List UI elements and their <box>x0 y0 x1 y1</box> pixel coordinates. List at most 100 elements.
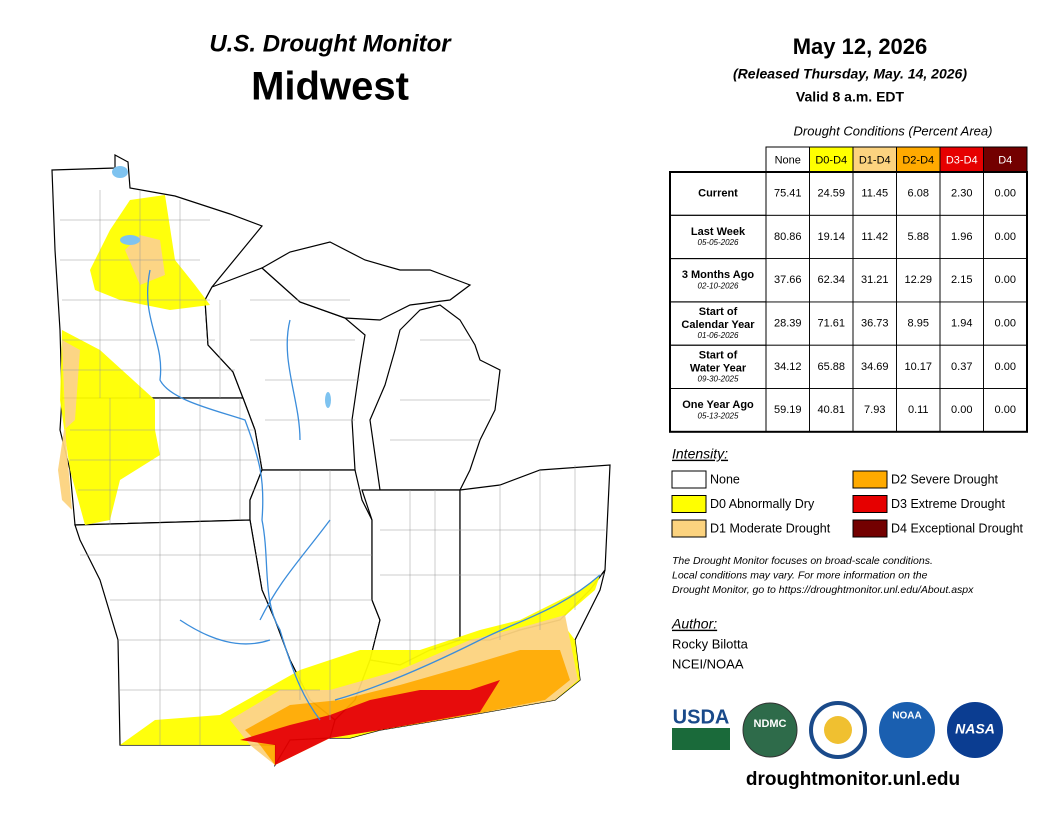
logo-usda: USDA <box>673 706 730 728</box>
legend-swatch <box>852 470 888 489</box>
author-title: Author: <box>671 616 717 632</box>
row-label: Start of <box>699 349 738 361</box>
logo-doc <box>824 716 852 744</box>
d3-area <box>240 680 500 765</box>
rivers <box>112 166 601 721</box>
column-header-cell <box>809 146 854 173</box>
value: 1.94 <box>951 317 972 329</box>
d1-area <box>58 340 80 510</box>
value: 11.42 <box>861 231 888 243</box>
value: 36.73 <box>861 317 889 329</box>
legend-label: D4 Exceptional Drought <box>891 521 1024 535</box>
row-label: Water Year <box>690 362 747 374</box>
value: 31.21 <box>861 274 889 286</box>
row-label: Calendar Year <box>681 319 755 331</box>
row-label: 3 Months Ago <box>682 269 755 281</box>
row-date: 05-05-2026 <box>698 238 739 247</box>
row-label: One Year Ago <box>682 399 754 411</box>
column-header: D2-D4 <box>902 154 934 166</box>
legend-label: D3 Extreme Drought <box>891 497 1005 511</box>
value: 62.34 <box>817 274 845 286</box>
row-date: 09-30-2025 <box>698 374 739 383</box>
value: 34.69 <box>861 361 889 373</box>
row-label: Start of <box>699 306 738 318</box>
value: 0.11 <box>908 404 929 416</box>
value: 0.00 <box>995 404 1016 416</box>
value: 71.61 <box>817 317 845 329</box>
value: 40.81 <box>817 404 845 416</box>
author-name: Rocky Bilotta <box>672 636 749 651</box>
value: 0.00 <box>995 317 1016 329</box>
value: 0.00 <box>995 274 1016 286</box>
author-org: NCEI/NOAA <box>672 656 744 671</box>
value: 80.86 <box>774 231 802 243</box>
date: May 12, 2026 <box>793 34 928 59</box>
map <box>51 153 611 768</box>
url: droughtmonitor.unl.edu <box>746 769 960 790</box>
logo-bg <box>947 702 1003 758</box>
value: 7.93 <box>864 404 885 416</box>
legend-swatch <box>671 495 707 513</box>
value: 0.00 <box>995 188 1016 200</box>
river <box>146 269 321 721</box>
drought-areas <box>58 195 600 765</box>
row-date: 02-10-2026 <box>698 281 739 290</box>
value: 34.12 <box>774 361 802 373</box>
legend-swatch <box>852 495 888 513</box>
value: 59.19 <box>774 404 802 416</box>
logo-noaa: NOAA <box>892 711 921 722</box>
logos: USDA NDMC NOAA NASA <box>672 701 1003 759</box>
column-header: D4 <box>998 154 1012 166</box>
value: 1.96 <box>951 231 972 243</box>
legend: None D0 Abnormally Dry D1 Moderate Drought… <box>671 470 1024 538</box>
subtitle: U.S. Drought Monitor <box>209 30 452 57</box>
valid: Valid 8 a.m. EDT <box>796 89 905 105</box>
value: 11.45 <box>861 188 888 200</box>
legend-label: D2 Severe Drought <box>891 472 999 486</box>
value: 0.00 <box>995 361 1016 373</box>
value: 0.00 <box>995 231 1016 243</box>
legend-label: None <box>710 472 740 486</box>
column-header: D1-D4 <box>859 154 891 166</box>
value: 6.08 <box>908 188 929 200</box>
legend-swatch <box>852 519 888 538</box>
river <box>179 319 601 701</box>
value: 0.37 <box>951 361 972 373</box>
indiana <box>361 489 461 666</box>
value: 10.17 <box>904 361 932 373</box>
lake <box>120 235 140 245</box>
value: 24.59 <box>817 188 845 200</box>
logo-bg <box>672 728 730 750</box>
value: 19.14 <box>817 231 845 243</box>
logo-ndmc: NDMC <box>754 718 787 730</box>
legend-swatch <box>671 470 707 489</box>
column-header: None <box>775 154 801 166</box>
note-line: The Drought Monitor focuses on broad-sca… <box>672 555 933 567</box>
row-date: 05-13-2025 <box>698 411 739 420</box>
table-caption: Drought Conditions (Percent Area) <box>794 123 993 138</box>
column-header: D3-D4 <box>946 154 978 166</box>
row-label: Last Week <box>691 226 746 238</box>
row-date: 01-06-2026 <box>698 331 739 340</box>
value: 12.29 <box>904 274 932 286</box>
lake <box>325 392 331 408</box>
legend-swatch <box>671 519 707 538</box>
value: 28.39 <box>774 317 802 329</box>
note-line: Local conditions may vary. For more info… <box>672 569 928 581</box>
note: The Drought Monitor focuses on broad-sca… <box>672 555 974 596</box>
note-line: Drought Monitor, go to https://droughtmo… <box>672 584 974 596</box>
logo-bg <box>742 702 798 758</box>
column-header: D0-D4 <box>815 154 847 166</box>
county-lines <box>60 190 605 745</box>
value: 65.88 <box>817 361 845 373</box>
value: 8.95 <box>908 317 929 329</box>
legend-label: D1 Moderate Drought <box>710 521 831 535</box>
value: 37.66 <box>774 274 802 286</box>
value: 0.00 <box>951 404 972 416</box>
logo-bg <box>879 702 935 758</box>
legend-label: D0 Abnormally Dry <box>710 497 815 511</box>
value: 2.15 <box>951 274 972 286</box>
released: (Released Thursday, May. 14, 2026) <box>733 66 967 82</box>
michigan <box>369 304 501 491</box>
